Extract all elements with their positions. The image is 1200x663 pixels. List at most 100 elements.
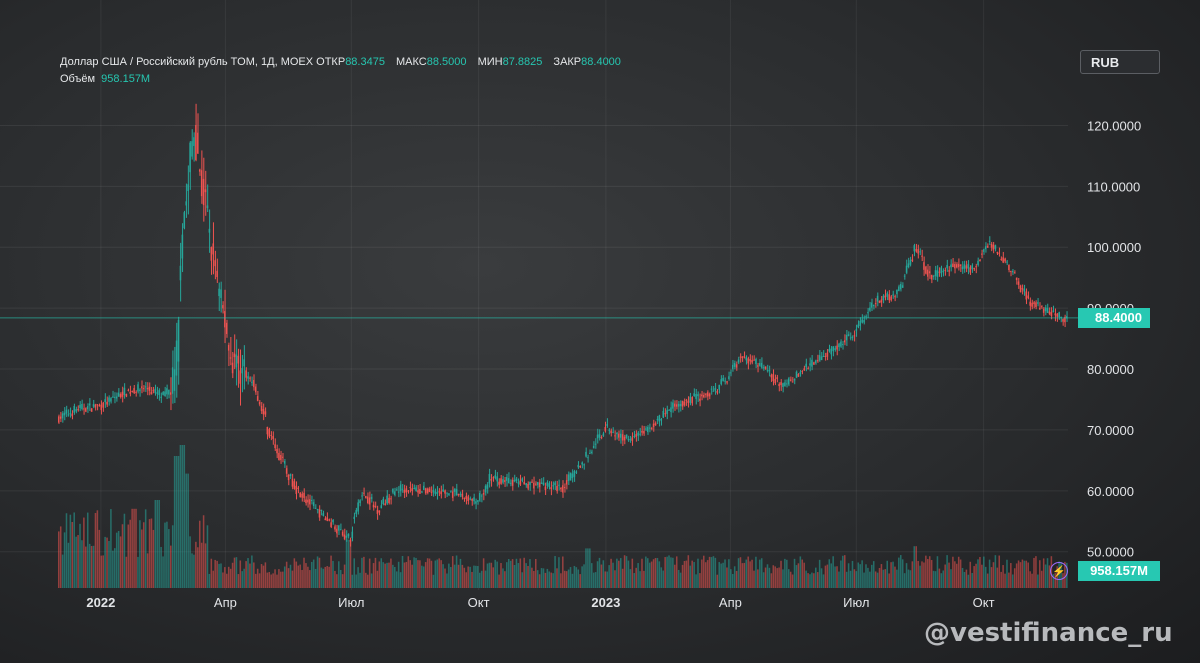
- volume-bar: [235, 557, 238, 588]
- candle-body: [569, 472, 572, 481]
- volume-bar: [591, 563, 593, 588]
- x-tick-label: Апр: [719, 595, 742, 610]
- candle-body: [882, 295, 885, 301]
- candle-body: [504, 480, 506, 482]
- volume-bar: [307, 566, 309, 588]
- watermark: @vestifinance_ru: [924, 618, 1173, 648]
- volume-bar: [303, 557, 305, 588]
- volume-bar: [571, 573, 574, 588]
- ohlc-row: Доллар США / Российский рубль TOM, 1Д, M…: [60, 54, 629, 71]
- candle-body: [643, 430, 645, 434]
- candle-body: [697, 394, 699, 397]
- candle-body: [652, 423, 655, 427]
- volume-bar: [272, 573, 274, 588]
- volume-bar: [247, 558, 249, 588]
- candle-body: [486, 484, 489, 489]
- volume-bar: [936, 556, 939, 588]
- volume-bar: [338, 561, 340, 588]
- candlesticks: [58, 103, 1068, 547]
- candle-body: [670, 407, 672, 413]
- candle-body: [567, 474, 570, 482]
- candle-body: [523, 481, 525, 485]
- candle-body: [268, 429, 271, 437]
- volume-bar: [718, 562, 720, 588]
- volume-bar: [728, 559, 730, 588]
- volume-bar: [1010, 563, 1012, 588]
- volume-bar: [210, 558, 213, 588]
- time-axis: 2022 Апр Июл Окт 2023 Апр Июл Окт: [86, 595, 994, 610]
- candle-body: [409, 487, 412, 489]
- candle-body: [901, 285, 904, 288]
- volume-bar: [963, 572, 966, 588]
- volume-bar: [517, 563, 520, 588]
- candle-body: [977, 260, 979, 266]
- volume-bar: [328, 566, 330, 588]
- candle-body: [662, 410, 664, 418]
- last-price-tag: 88.4000: [1078, 307, 1150, 328]
- candle-body: [838, 343, 840, 348]
- candle-body: [909, 260, 912, 265]
- candle-body: [592, 445, 595, 449]
- candle-body: [343, 534, 346, 540]
- candle-body: [272, 436, 274, 439]
- volume-bar: [388, 562, 390, 588]
- volume-bar: [793, 558, 796, 588]
- volume-bar: [382, 562, 384, 588]
- candle-body: [619, 433, 622, 438]
- candle-body: [498, 481, 500, 485]
- candle-body: [413, 488, 415, 490]
- y-tick-label: 110.0000: [1087, 179, 1140, 194]
- candle-body: [270, 434, 272, 436]
- volume-bar: [710, 557, 713, 588]
- candle-body: [307, 499, 309, 503]
- candle-body: [415, 487, 417, 491]
- candle-body: [787, 378, 790, 385]
- volume-bar: [871, 564, 873, 588]
- volume-bar: [320, 567, 323, 588]
- volume-bar: [542, 568, 545, 588]
- candle-body: [492, 477, 495, 479]
- volume-bar: [534, 558, 537, 588]
- candle-body: [760, 362, 763, 368]
- y-tick-label: 80.0000: [1087, 362, 1134, 377]
- candle-body: [115, 396, 118, 399]
- volume-bar: [413, 557, 415, 588]
- volume-bar: [146, 553, 149, 588]
- candle-body: [496, 476, 498, 482]
- volume-bar: [198, 520, 201, 588]
- candle-body: [913, 245, 916, 252]
- volume-bar: [907, 569, 910, 588]
- volume-bar: [573, 565, 576, 588]
- volume-bar: [475, 565, 477, 588]
- volume-bar: [202, 515, 205, 588]
- volume-bar: [583, 564, 585, 588]
- volume-bar: [229, 568, 232, 588]
- volume-bar: [536, 570, 539, 588]
- volume-bar: [312, 559, 315, 588]
- candle-body: [878, 300, 881, 303]
- y-tick-label: 120.0000: [1087, 118, 1141, 133]
- volume-bar: [633, 573, 636, 588]
- candle-body: [258, 401, 261, 405]
- candle-body: [994, 245, 997, 249]
- candle-body: [816, 360, 819, 362]
- candle-body: [990, 243, 993, 248]
- volume-bar: [405, 561, 408, 588]
- lightning-icon[interactable]: ⚡: [1050, 562, 1068, 580]
- candle-body: [179, 265, 182, 281]
- candle-body: [112, 396, 114, 398]
- volume-bar: [789, 571, 792, 588]
- volume-bar: [127, 524, 130, 588]
- volume-bar: [778, 567, 780, 588]
- volume-bar: [813, 573, 815, 588]
- volume-bar: [193, 554, 195, 588]
- candle-body: [936, 270, 939, 277]
- volume-bar: [453, 564, 456, 588]
- volume-bar: [270, 574, 272, 588]
- candle-body: [110, 398, 112, 402]
- volume-bar: [480, 570, 483, 588]
- volume-bar: [318, 557, 321, 588]
- currency-button[interactable]: RUB: [1080, 50, 1160, 74]
- volume-bar: [175, 456, 178, 588]
